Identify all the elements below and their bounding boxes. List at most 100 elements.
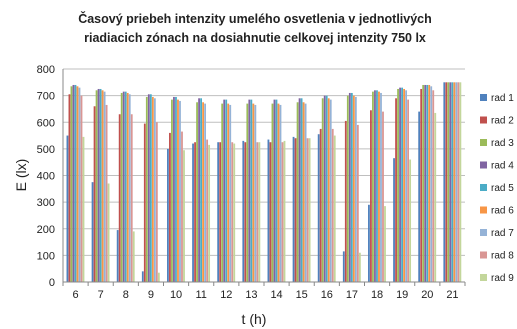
bar — [434, 112, 437, 283]
x-tick-label: 11 — [195, 289, 206, 301]
legend-swatch — [480, 184, 487, 191]
x-tick-label: 15 — [296, 289, 308, 301]
bar — [346, 95, 349, 283]
legend-swatch — [480, 206, 487, 214]
bar — [344, 120, 347, 282]
y-tick-label: 400 — [37, 171, 55, 183]
bar — [103, 91, 106, 282]
bar — [376, 90, 378, 282]
bar — [124, 91, 127, 282]
legend-label: rad 9 — [491, 273, 514, 284]
bar — [151, 96, 154, 283]
bar — [384, 206, 386, 282]
bar — [66, 135, 69, 282]
bar — [101, 90, 104, 282]
bar — [194, 142, 196, 282]
bar — [294, 138, 297, 282]
legend-swatch — [480, 274, 487, 281]
bar — [233, 143, 236, 282]
bar — [116, 230, 119, 282]
bar — [348, 92, 351, 283]
bar — [455, 82, 458, 282]
bar — [281, 142, 284, 282]
y-tick-label: 600 — [37, 117, 55, 129]
bar — [126, 92, 129, 283]
bar — [258, 142, 261, 282]
bar — [302, 102, 305, 282]
bar — [269, 142, 272, 282]
bar — [368, 204, 370, 282]
bar — [254, 104, 257, 282]
x-tick-label: 16 — [321, 289, 333, 301]
bar — [426, 84, 429, 282]
bar — [453, 82, 456, 282]
y-tick-label: 100 — [37, 250, 55, 262]
x-tick-label: 19 — [396, 289, 408, 301]
bar — [177, 99, 179, 283]
legend-swatch — [480, 229, 487, 236]
bar — [356, 124, 359, 282]
bar — [204, 103, 207, 282]
bar — [107, 183, 110, 282]
bar — [221, 103, 224, 282]
x-tick-label: 12 — [220, 289, 232, 301]
bar — [275, 99, 278, 283]
bar — [327, 98, 330, 282]
bar — [120, 92, 123, 283]
bar — [246, 103, 249, 282]
bar — [206, 139, 209, 282]
bar — [370, 110, 372, 283]
x-tick-label: 13 — [245, 289, 257, 301]
bar — [147, 94, 150, 282]
bar — [82, 136, 85, 282]
legend-label: rad 6 — [491, 206, 514, 217]
y-tick-label: 300 — [37, 197, 55, 209]
bar — [352, 95, 355, 283]
bar — [374, 90, 376, 282]
x-tick-label: 8 — [123, 289, 129, 301]
bar — [200, 98, 202, 282]
bar — [157, 272, 160, 282]
bar — [256, 142, 259, 282]
chart-title-line-1: Časový priebeh intenzity umelého osvetle… — [78, 11, 432, 26]
bar — [122, 91, 125, 282]
bar — [405, 90, 408, 282]
bar — [143, 123, 146, 282]
bar — [93, 106, 96, 282]
bar — [267, 139, 270, 282]
bar — [403, 88, 405, 282]
bar — [321, 98, 324, 282]
bar — [244, 142, 247, 282]
bar — [306, 138, 309, 282]
bar — [409, 159, 412, 282]
bar — [192, 143, 194, 282]
bar — [227, 103, 230, 282]
bar — [271, 103, 274, 282]
bar — [298, 98, 301, 282]
bar — [167, 148, 169, 283]
bar — [418, 111, 421, 282]
x-tick-labels: 6 7 8 9 10 11 12 13 14 15 16 17 18 19 20 21 — [73, 289, 459, 301]
bar — [451, 82, 454, 282]
bar — [358, 252, 361, 282]
y-tick-label: 700 — [37, 91, 55, 103]
bar — [175, 96, 177, 283]
bar — [430, 86, 433, 282]
bar — [395, 98, 397, 282]
x-tick-label: 17 — [346, 289, 358, 301]
bar — [382, 111, 384, 282]
bar — [457, 82, 460, 282]
bar — [277, 103, 280, 282]
bar — [99, 88, 102, 282]
bar — [130, 114, 133, 282]
legend-label: rad 5 — [491, 183, 514, 194]
x-tick-label: 9 — [148, 289, 154, 301]
legend-label: rad 8 — [491, 251, 514, 262]
y-tick-label: 800 — [37, 64, 55, 76]
bar — [378, 91, 380, 282]
bar — [97, 88, 100, 282]
bar — [181, 131, 183, 282]
x-tick-label: 18 — [371, 289, 383, 301]
legend-swatch — [480, 94, 487, 101]
bar — [372, 91, 374, 282]
